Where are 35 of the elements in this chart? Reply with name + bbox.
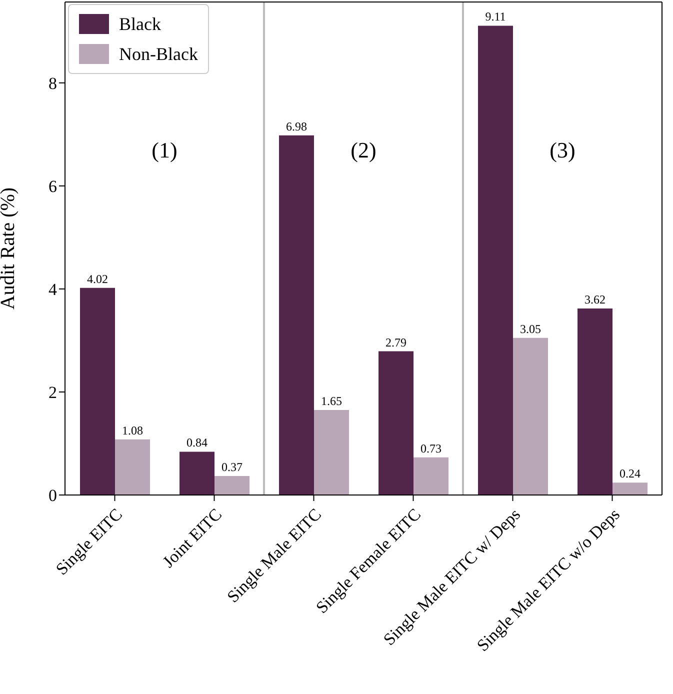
- bar: [279, 135, 314, 495]
- bar: [115, 439, 150, 495]
- bar: [478, 26, 513, 495]
- bar: [80, 288, 115, 495]
- data-label: 0.73: [420, 441, 442, 456]
- bar: [214, 476, 250, 495]
- data-label: 0.37: [222, 460, 242, 474]
- data-label: 3.05: [520, 322, 541, 336]
- bar: [612, 482, 648, 495]
- bar: [513, 338, 548, 495]
- annotation: (2): [350, 138, 376, 163]
- data-label: 1.08: [122, 423, 143, 438]
- data-label: 3.62: [584, 292, 606, 307]
- legend-label: Black: [119, 14, 161, 34]
- data-label: 2.79: [386, 335, 406, 350]
- legend-label: Non-Black: [119, 44, 198, 64]
- y-axis-title: Audit Rate (%): [0, 187, 20, 310]
- data-label: 1.65: [321, 394, 342, 408]
- data-label: 0.24: [620, 466, 640, 481]
- data-label: 0.84: [186, 436, 208, 450]
- y-tick-label: 4: [48, 280, 58, 299]
- bar: [578, 308, 612, 495]
- y-tick-label: 2: [48, 383, 57, 402]
- bar: [414, 457, 448, 495]
- bar: [378, 351, 414, 495]
- annotation: (1): [152, 138, 178, 163]
- bar: [180, 452, 214, 495]
- data-label: 4.02: [87, 272, 108, 286]
- data-label: 6.98: [286, 119, 307, 134]
- data-label: 9.11: [485, 10, 506, 24]
- bar: [314, 410, 349, 495]
- y-tick-label: 8: [48, 74, 57, 93]
- y-tick-label: 0: [48, 486, 57, 506]
- y-tick-label: 6: [48, 176, 57, 196]
- annotation: (3): [550, 138, 576, 163]
